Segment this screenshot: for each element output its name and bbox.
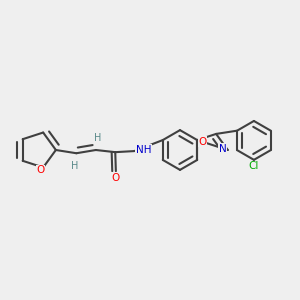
Text: O: O [36,166,44,176]
Text: N: N [218,143,226,154]
Text: H: H [94,133,101,143]
Text: O: O [199,136,207,147]
Text: O: O [112,173,120,183]
Text: H: H [71,161,79,171]
Text: NH: NH [136,145,151,154]
Text: Cl: Cl [249,161,259,171]
